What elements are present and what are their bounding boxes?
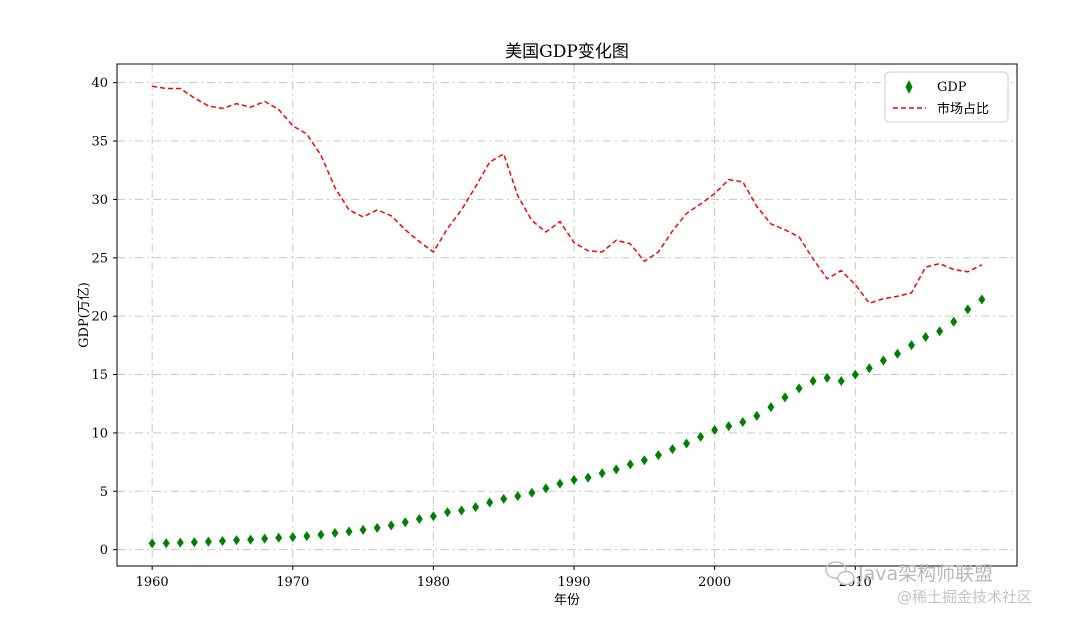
gdp-point	[823, 372, 831, 383]
gdp-point	[683, 438, 691, 449]
gdp-point	[879, 355, 887, 366]
gdp-point	[331, 527, 339, 538]
wechat-icon	[825, 561, 855, 586]
gdp-point	[865, 363, 873, 374]
gdp-point	[725, 421, 733, 432]
gdp-point	[908, 340, 916, 351]
gdp-point	[950, 316, 958, 327]
gdp-point	[415, 513, 423, 524]
gdp-point	[626, 459, 634, 470]
plot-area	[117, 64, 1017, 566]
y-axis-label: GDP(万亿)	[77, 282, 92, 348]
gdp-point	[851, 369, 859, 380]
gdp-point	[584, 472, 592, 483]
y-tick-label: 10	[91, 426, 108, 441]
series-layer	[148, 85, 986, 549]
legend-share-label: 市场占比	[937, 101, 989, 117]
gdp-point	[233, 535, 241, 546]
watermark-line2: @稀土掘金技术社区	[897, 588, 1032, 606]
gdp-point	[429, 511, 437, 522]
chart-title: 美国GDP变化图	[505, 42, 629, 62]
gdp-point	[542, 483, 550, 494]
gdp-point	[936, 326, 944, 337]
y-tick-label: 20	[91, 310, 108, 325]
y-tick-label: 30	[91, 193, 108, 208]
gdp-point	[401, 517, 409, 528]
gdp-point	[528, 487, 536, 498]
y-tick-label: 15	[91, 368, 108, 383]
plot-frame	[116, 63, 1018, 567]
gdp-point	[345, 526, 353, 537]
gdp-point	[443, 507, 451, 518]
gdp-point	[711, 424, 719, 435]
gdp-point	[514, 491, 522, 502]
gdp-point	[359, 524, 367, 535]
gdp-point	[289, 532, 297, 543]
gdp-point	[978, 294, 986, 305]
y-tick-label: 35	[91, 135, 108, 150]
gdp-point	[612, 464, 620, 475]
gdp-point	[261, 533, 269, 544]
gdp-point	[190, 537, 198, 548]
legend-gdp-label: GDP	[937, 80, 967, 95]
y-tick-label: 40	[91, 76, 108, 91]
y-tick-label: 25	[91, 251, 108, 266]
gdp-point	[781, 392, 789, 403]
gdp-point	[893, 348, 901, 359]
gdp-point	[176, 537, 184, 548]
x-tick-label: 1980	[417, 575, 450, 590]
legend: GDP 市场占比	[884, 71, 1009, 123]
legend-gdp-marker	[905, 80, 913, 94]
gdp-point	[486, 497, 494, 508]
x-tick-label: 2000	[698, 575, 731, 590]
gdp-point	[162, 538, 170, 549]
y-tick-label: 0	[100, 543, 108, 558]
watermark-line1: Java架构师联盟	[857, 563, 993, 585]
x-tick-label: 1990	[557, 575, 590, 590]
gdp-point	[739, 416, 747, 427]
gdp-point	[218, 536, 226, 547]
gdp-point	[837, 375, 845, 386]
gdp-point	[204, 536, 212, 547]
x-axis-label: 年份	[554, 593, 580, 608]
gdp-point	[570, 474, 578, 485]
gdp-point	[964, 304, 972, 315]
gdp-point	[640, 455, 648, 466]
gdp-point	[148, 538, 156, 549]
gdp-point	[668, 444, 676, 455]
gdp-point	[275, 532, 283, 543]
y-tick-label: 5	[100, 485, 108, 500]
gdp-point	[500, 493, 508, 504]
watermark: Java架构师联盟 @稀土掘金技术社区	[825, 561, 1032, 606]
gdp-point	[387, 520, 395, 531]
gdp-point	[795, 383, 803, 394]
gdp-point	[556, 478, 564, 489]
gdp-point	[458, 505, 466, 516]
gdp-point	[697, 431, 705, 442]
gdp-point	[598, 468, 606, 479]
series-line-market-share	[152, 85, 983, 305]
gdp-point	[767, 402, 775, 413]
gdp-point	[472, 502, 480, 513]
gdp-point	[753, 410, 761, 421]
gdp-point	[317, 529, 325, 540]
gdp-point	[809, 375, 817, 386]
x-tick-label: 1970	[276, 575, 309, 590]
gdp-point	[654, 450, 662, 461]
x-tick-label: 1960	[136, 575, 169, 590]
gdp-point	[247, 534, 255, 545]
gdp-point	[373, 522, 381, 533]
legend-box	[884, 71, 1009, 123]
gdp-point	[303, 531, 311, 542]
gdp-point	[922, 331, 930, 342]
